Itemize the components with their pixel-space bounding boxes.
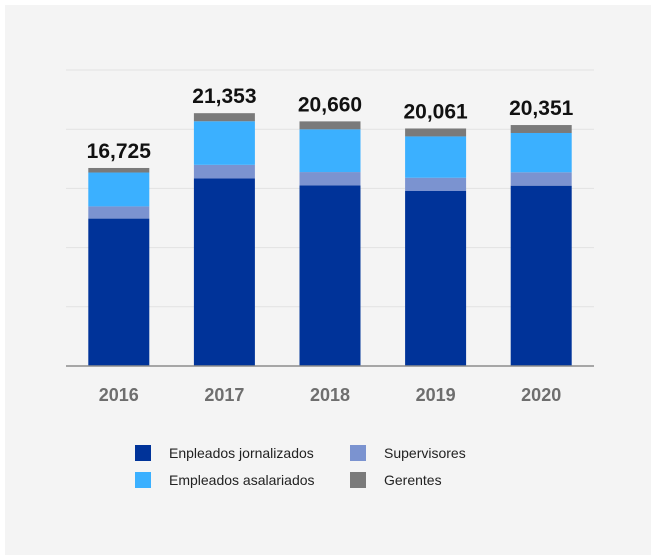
bar-segment-2018-3 <box>299 129 361 173</box>
x-tick-label-2016: 2016 <box>99 385 139 405</box>
legend-item-jornalizados: Enpleados jornalizados <box>135 443 314 463</box>
bar-segment-2019-1 <box>405 191 467 366</box>
bar-segment-2017-4 <box>193 113 255 122</box>
bar-segment-2020-1 <box>510 185 572 366</box>
bar-segment-2016-1 <box>88 218 150 366</box>
legend: Enpleados jornalizados Supervisores Empl… <box>135 443 535 493</box>
bar-segment-2019-3 <box>405 136 467 178</box>
x-tick-label-2019: 2019 <box>416 385 456 405</box>
bar-segment-2017-3 <box>193 121 255 165</box>
total-label-2016: 16,725 <box>87 140 152 163</box>
legend-swatch-jornalizados <box>135 445 151 461</box>
total-label-2018: 20,660 <box>298 93 362 116</box>
x-tick-label-2017: 2017 <box>204 385 244 405</box>
bar-segment-2017-2 <box>193 164 255 179</box>
total-label-2019: 20,061 <box>403 100 468 123</box>
bar-segment-2020-4 <box>510 125 572 133</box>
total-label-2017: 21,353 <box>192 85 256 108</box>
bar-segment-2016-2 <box>88 206 150 219</box>
bar-segment-2016-3 <box>88 172 150 207</box>
legend-swatch-asalariados <box>135 472 151 488</box>
bar-segment-2020-3 <box>510 132 572 173</box>
total-label-2020: 20,351 <box>509 97 574 120</box>
legend-label-gerentes: Gerentes <box>384 472 442 488</box>
x-tick-label-2020: 2020 <box>521 385 561 405</box>
legend-swatch-supervisores <box>350 445 366 461</box>
legend-item-supervisores: Supervisores <box>350 443 466 463</box>
bar-segment-2016-4 <box>88 167 150 173</box>
legend-item-gerentes: Gerentes <box>350 470 442 490</box>
bar-segment-2018-1 <box>299 185 361 366</box>
legend-item-asalariados: Empleados asalariados <box>135 470 315 490</box>
bar-segment-2019-4 <box>405 128 467 137</box>
legend-label-asalariados: Empleados asalariados <box>169 472 315 488</box>
x-tick-label-2018: 2018 <box>310 385 350 405</box>
bar-segment-2019-2 <box>405 177 467 192</box>
legend-label-supervisores: Supervisores <box>384 445 466 461</box>
bar-segment-2018-2 <box>299 172 361 186</box>
legend-swatch-gerentes <box>350 472 366 488</box>
bar-segment-2018-4 <box>299 121 361 130</box>
bar-segment-2017-1 <box>193 178 255 366</box>
bar-segment-2020-2 <box>510 172 572 186</box>
legend-label-jornalizados: Enpleados jornalizados <box>169 445 314 461</box>
